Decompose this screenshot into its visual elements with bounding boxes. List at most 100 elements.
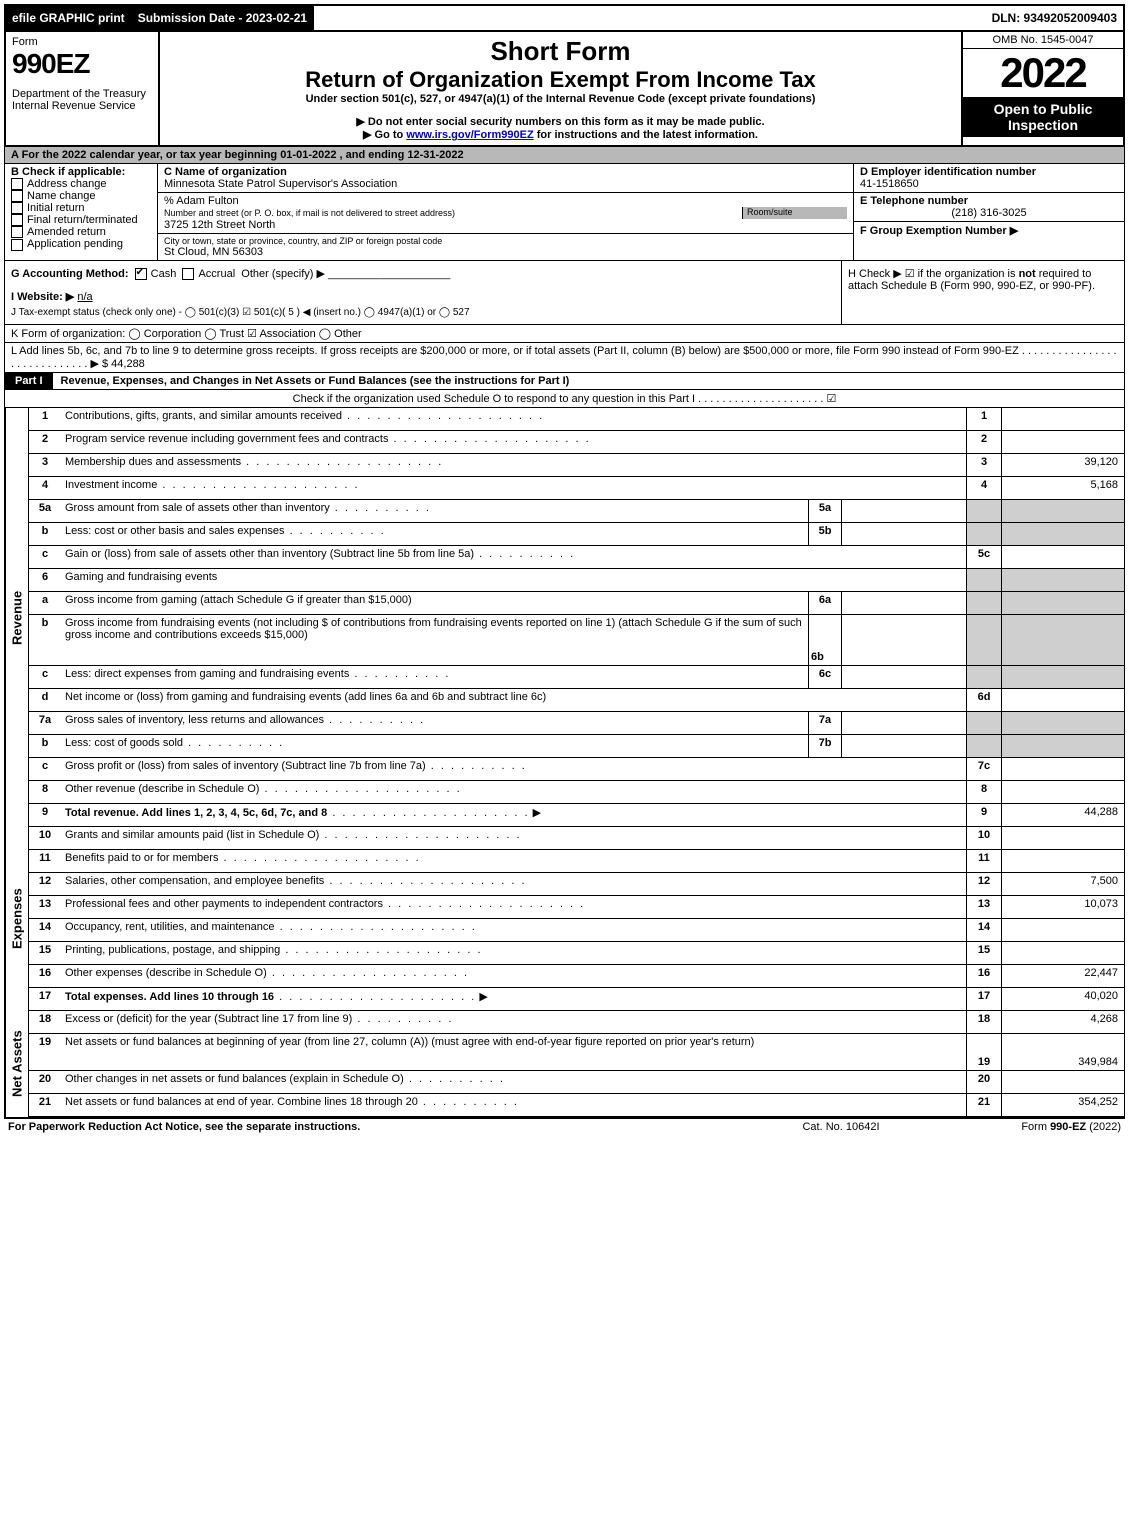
ssn-note: ▶ Do not enter social security numbers o…	[166, 115, 955, 128]
subtitle: Under section 501(c), 527, or 4947(a)(1)…	[166, 93, 955, 105]
spacer	[314, 6, 985, 30]
line-j: J Tax-exempt status (check only one) - ◯…	[11, 307, 835, 318]
gross-receipts: 44,288	[111, 358, 145, 370]
goto-post: for instructions and the latest informat…	[534, 129, 758, 141]
open-public-badge: Open to Public Inspection	[963, 97, 1123, 137]
form-header: Form 990EZ Department of the Treasury In…	[4, 32, 1125, 147]
line-19: 19Net assets or fund balances at beginni…	[28, 1034, 1125, 1071]
expenses-label: Expenses	[5, 827, 28, 1011]
irs-link[interactable]: www.irs.gov/Form990EZ	[406, 129, 533, 141]
revenue-label: Revenue	[5, 408, 28, 827]
website-value: n/a	[77, 291, 92, 303]
line-7b: bLess: cost of goods sold7b	[28, 735, 1125, 758]
section-ghij: G Accounting Method: Cash Accrual Other …	[4, 261, 1125, 325]
dept-label: Department of the Treasury Internal Reve…	[12, 88, 152, 112]
net-assets-label: Net Assets	[5, 1011, 28, 1117]
line-h: H Check ▶ ☑ if the organization is not r…	[842, 261, 1124, 324]
part1-header: Part I Revenue, Expenses, and Changes in…	[4, 373, 1125, 390]
dln: DLN: 93492052009403	[986, 6, 1123, 30]
section-def: D Employer identification number 41-1518…	[854, 164, 1124, 260]
line-7a: 7aGross sales of inventory, less returns…	[28, 712, 1125, 735]
line-8: 8Other revenue (describe in Schedule O)8	[28, 781, 1125, 804]
line-6a: aGross income from gaming (attach Schedu…	[28, 592, 1125, 615]
line-20: 20Other changes in net assets or fund ba…	[28, 1071, 1125, 1094]
line-15: 15Printing, publications, postage, and s…	[28, 942, 1125, 965]
omb-number: OMB No. 1545-0047	[963, 32, 1123, 49]
footer-left: For Paperwork Reduction Act Notice, see …	[8, 1121, 741, 1133]
footer-right: Form 990-EZ (2022)	[941, 1121, 1121, 1133]
title-short: Short Form	[166, 36, 955, 67]
b-label: B Check if applicable:	[11, 166, 151, 178]
line-9: 9Total revenue. Add lines 1, 2, 3, 4, 5c…	[28, 804, 1125, 827]
submission-date: Submission Date - 2023-02-21	[132, 6, 314, 30]
cb-cash[interactable]	[135, 268, 147, 280]
line-12: 12Salaries, other compensation, and empl…	[28, 873, 1125, 896]
cb-initial-return[interactable]: Initial return	[11, 202, 151, 214]
section-bcdef: B Check if applicable: Address change Na…	[4, 164, 1125, 261]
cb-final-return[interactable]: Final return/terminated	[11, 214, 151, 226]
line-g: G Accounting Method: Cash Accrual Other …	[11, 267, 835, 280]
net-assets-group: Net Assets 18Excess or (deficit) for the…	[4, 1011, 1125, 1117]
line-16: 16Other expenses (describe in Schedule O…	[28, 965, 1125, 988]
line-14: 14Occupancy, rent, utilities, and mainte…	[28, 919, 1125, 942]
efile-print[interactable]: efile GRAPHIC print	[6, 6, 132, 30]
line-6d: dNet income or (loss) from gaming and fu…	[28, 689, 1125, 712]
form-label: Form	[12, 36, 152, 48]
title-main: Return of Organization Exempt From Incom…	[166, 67, 955, 93]
cb-amended-return[interactable]: Amended return	[11, 226, 151, 238]
line-21: 21Net assets or fund balances at end of …	[28, 1094, 1125, 1117]
line-5b: bLess: cost or other basis and sales exp…	[28, 523, 1125, 546]
line-k: K Form of organization: ◯ Corporation ◯ …	[4, 325, 1125, 343]
f-label: F Group Exemption Number ▶	[860, 224, 1118, 237]
cb-address-change[interactable]: Address change	[11, 178, 151, 190]
header-left: Form 990EZ Department of the Treasury In…	[6, 32, 160, 145]
line-13: 13Professional fees and other payments t…	[28, 896, 1125, 919]
line-a: A For the 2022 calendar year, or tax yea…	[4, 147, 1125, 164]
line-i: I Website: ▶ n/a	[11, 290, 835, 303]
line-3: 3Membership dues and assessments339,120	[28, 454, 1125, 477]
footer-mid: Cat. No. 10642I	[741, 1121, 941, 1133]
line-11: 11Benefits paid to or for members11	[28, 850, 1125, 873]
form-number: 990EZ	[12, 48, 152, 80]
top-bar: efile GRAPHIC print Submission Date - 20…	[4, 4, 1125, 32]
e-label: E Telephone number	[860, 195, 1118, 207]
line-6: 6Gaming and fundraising events	[28, 569, 1125, 592]
part1-check: Check if the organization used Schedule …	[4, 390, 1125, 408]
room-label: Room/suite	[742, 207, 847, 219]
c-name-label: C Name of organization	[164, 166, 847, 178]
header-mid: Short Form Return of Organization Exempt…	[160, 32, 961, 145]
street-address: 3725 12th Street North	[164, 219, 847, 231]
line-18: 18Excess or (deficit) for the year (Subt…	[28, 1011, 1125, 1034]
part1-label: Part I	[5, 373, 53, 389]
line-10: 10Grants and similar amounts paid (list …	[28, 827, 1125, 850]
cb-name-change[interactable]: Name change	[11, 190, 151, 202]
line-17: 17Total expenses. Add lines 10 through 1…	[28, 988, 1125, 1011]
cb-accrual[interactable]	[182, 268, 194, 280]
line-5c: cGain or (loss) from sale of assets othe…	[28, 546, 1125, 569]
street-label: Number and street (or P. O. box, if mail…	[164, 208, 455, 218]
care-of: % Adam Fulton	[164, 195, 847, 207]
goto-pre: ▶ Go to	[363, 129, 406, 141]
section-c: C Name of organization Minnesota State P…	[158, 164, 854, 260]
city-label: City or town, state or province, country…	[164, 236, 847, 246]
revenue-group: Revenue 1Contributions, gifts, grants, a…	[4, 408, 1125, 827]
line-6b: bGross income from fundraising events (n…	[28, 615, 1125, 666]
line-l: L Add lines 5b, 6c, and 7b to line 9 to …	[4, 343, 1125, 373]
line-7c: cGross profit or (loss) from sales of in…	[28, 758, 1125, 781]
city-state-zip: St Cloud, MN 56303	[164, 246, 847, 258]
page-footer: For Paperwork Reduction Act Notice, see …	[4, 1117, 1125, 1135]
line-4: 4Investment income45,168	[28, 477, 1125, 500]
d-label: D Employer identification number	[860, 166, 1118, 178]
line-5a: 5aGross amount from sale of assets other…	[28, 500, 1125, 523]
goto-note: ▶ Go to www.irs.gov/Form990EZ for instru…	[166, 128, 955, 141]
cb-application-pending[interactable]: Application pending	[11, 238, 151, 250]
ein: 41-1518650	[860, 178, 1118, 190]
expenses-group: Expenses 10Grants and similar amounts pa…	[4, 827, 1125, 1011]
org-name: Minnesota State Patrol Supervisor's Asso…	[164, 178, 847, 190]
line-2: 2Program service revenue including gover…	[28, 431, 1125, 454]
line-6c: cLess: direct expenses from gaming and f…	[28, 666, 1125, 689]
tax-year: 2022	[963, 49, 1123, 97]
line-1: 1Contributions, gifts, grants, and simil…	[28, 408, 1125, 431]
header-right: OMB No. 1545-0047 2022 Open to Public In…	[961, 32, 1123, 145]
phone: (218) 316-3025	[860, 207, 1118, 219]
